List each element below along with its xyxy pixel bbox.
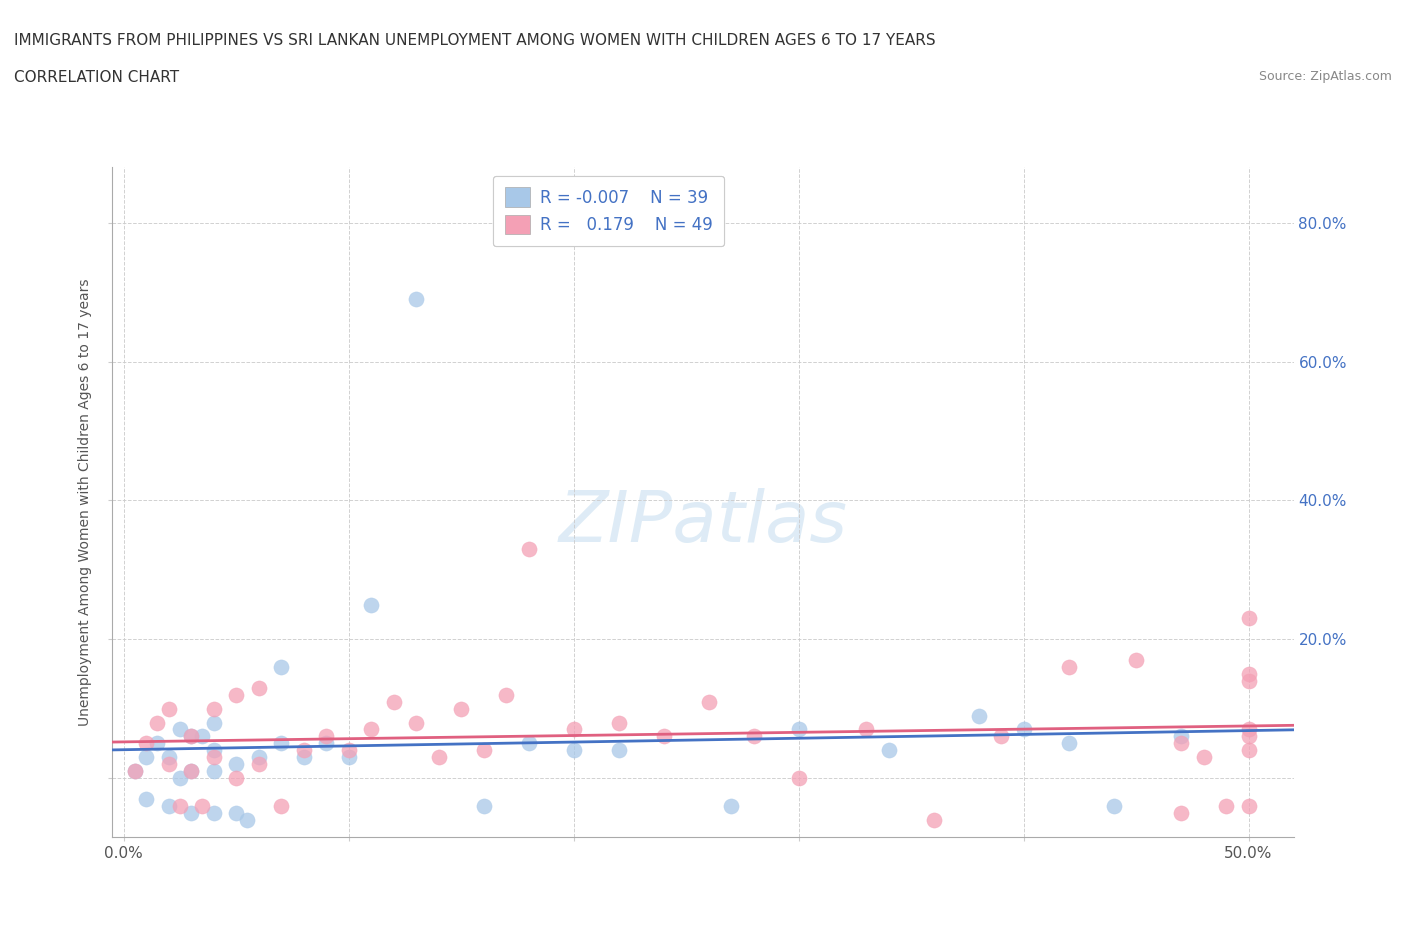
Point	[270, 798, 292, 813]
Text: IMMIGRANTS FROM PHILIPPINES VS SRI LANKAN UNEMPLOYMENT AMONG WOMEN WITH CHILDREN: IMMIGRANTS FROM PHILIPPINES VS SRI LANKA…	[14, 33, 935, 47]
Point	[1170, 729, 1192, 744]
Point	[124, 764, 146, 778]
Point	[225, 771, 247, 786]
Point	[135, 736, 157, 751]
Point	[517, 541, 540, 556]
Point	[225, 687, 247, 702]
Point	[157, 798, 180, 813]
Point	[1237, 729, 1260, 744]
Point	[360, 722, 382, 737]
Text: CORRELATION CHART: CORRELATION CHART	[14, 70, 179, 85]
Point	[191, 729, 214, 744]
Point	[180, 805, 202, 820]
Point	[1170, 736, 1192, 751]
Point	[382, 695, 405, 710]
Point	[697, 695, 720, 710]
Point	[1057, 659, 1080, 674]
Point	[236, 812, 259, 827]
Point	[405, 292, 427, 307]
Point	[1057, 736, 1080, 751]
Point	[169, 798, 191, 813]
Point	[562, 722, 585, 737]
Point	[967, 708, 990, 723]
Point	[180, 729, 202, 744]
Point	[1170, 805, 1192, 820]
Point	[315, 729, 337, 744]
Point	[292, 743, 315, 758]
Point	[202, 764, 225, 778]
Point	[180, 764, 202, 778]
Point	[1102, 798, 1125, 813]
Point	[1237, 611, 1260, 626]
Point	[247, 750, 270, 764]
Text: Source: ZipAtlas.com: Source: ZipAtlas.com	[1258, 70, 1392, 83]
Point	[922, 812, 945, 827]
Point	[247, 681, 270, 696]
Point	[146, 736, 169, 751]
Point	[450, 701, 472, 716]
Point	[135, 791, 157, 806]
Point	[495, 687, 517, 702]
Point	[180, 764, 202, 778]
Point	[1192, 750, 1215, 764]
Point	[337, 750, 360, 764]
Point	[180, 729, 202, 744]
Point	[1237, 798, 1260, 813]
Point	[1215, 798, 1237, 813]
Point	[270, 659, 292, 674]
Point	[202, 805, 225, 820]
Point	[315, 736, 337, 751]
Point	[562, 743, 585, 758]
Point	[169, 771, 191, 786]
Point	[472, 798, 495, 813]
Point	[225, 757, 247, 772]
Point	[270, 736, 292, 751]
Point	[990, 729, 1012, 744]
Point	[427, 750, 450, 764]
Point	[157, 701, 180, 716]
Point	[742, 729, 765, 744]
Y-axis label: Unemployment Among Women with Children Ages 6 to 17 years: Unemployment Among Women with Children A…	[79, 278, 93, 726]
Point	[1125, 653, 1147, 668]
Point	[652, 729, 675, 744]
Point	[124, 764, 146, 778]
Text: ZIPatlas: ZIPatlas	[558, 488, 848, 557]
Point	[202, 750, 225, 764]
Point	[337, 743, 360, 758]
Point	[720, 798, 742, 813]
Point	[1237, 667, 1260, 682]
Point	[1237, 722, 1260, 737]
Point	[169, 722, 191, 737]
Point	[877, 743, 900, 758]
Point	[157, 757, 180, 772]
Point	[135, 750, 157, 764]
Point	[517, 736, 540, 751]
Point	[225, 805, 247, 820]
Point	[191, 798, 214, 813]
Point	[202, 701, 225, 716]
Point	[472, 743, 495, 758]
Point	[292, 750, 315, 764]
Point	[607, 743, 630, 758]
Point	[787, 771, 810, 786]
Point	[855, 722, 877, 737]
Point	[146, 715, 169, 730]
Point	[247, 757, 270, 772]
Point	[1012, 722, 1035, 737]
Point	[157, 750, 180, 764]
Point	[202, 715, 225, 730]
Point	[202, 743, 225, 758]
Point	[405, 715, 427, 730]
Point	[360, 597, 382, 612]
Point	[1237, 743, 1260, 758]
Legend: R = -0.007    N = 39, R =   0.179    N = 49: R = -0.007 N = 39, R = 0.179 N = 49	[494, 176, 724, 246]
Point	[1237, 673, 1260, 688]
Point	[607, 715, 630, 730]
Point	[787, 722, 810, 737]
